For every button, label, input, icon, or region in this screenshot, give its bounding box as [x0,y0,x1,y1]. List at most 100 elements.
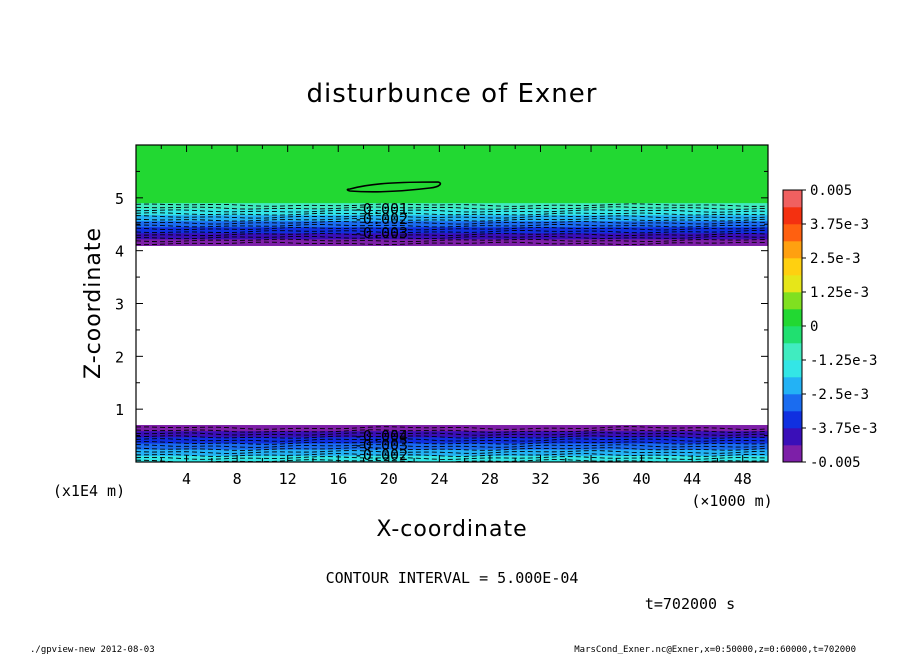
y-tick-label: 1 [115,401,124,419]
contour-line [136,212,768,216]
x-tick-label: 48 [734,470,752,488]
x-tick-label: 28 [481,470,499,488]
contour-label: -0.004 [354,427,408,445]
colorbar-label: 3.75e-3 [810,217,869,233]
colorbar-swatch [783,360,802,378]
contour-line [136,229,768,234]
footer-left: ./gpview-new 2012-08-03 [30,645,155,654]
contour-line [136,444,768,448]
band-strip-upper [136,209,768,216]
closed-contour-line [346,181,442,193]
x-tick-label: 4 [182,470,191,488]
band-strip-upper [136,227,768,234]
contour-line [136,221,768,225]
colorbar-swatch [783,258,802,276]
contour-line [136,235,768,240]
band-strip-upper [136,203,768,210]
x-tick-label: 8 [233,470,242,488]
colorbar-swatch [783,394,802,412]
contour-interval-label: CONTOUR INTERVAL = 5.000E-04 [326,569,579,587]
band-strip-upper [136,239,768,246]
colorbar-labels: 0.005 3.75e-3 2.5e-3 1.25e-3 0 -1.25e-3 -2.5e-… [802,183,877,471]
y-axis-ticks: 1 2 3 4 5 [115,170,768,437]
y-axis-unit: (x1E4 m) [53,482,125,500]
colorbar-label: -0.005 [810,455,861,471]
colorbar-label: 0 [810,319,818,335]
x-tick-label: 44 [683,470,701,488]
band-strip-upper [136,221,768,228]
footer-right: MarsCond_Exner.nc@Exner,x=0:50000,z=0:60… [574,645,856,654]
colorbar-swatch [783,309,802,327]
contour-line [136,438,768,442]
contour-line [136,453,768,457]
band-strip-upper [136,233,768,240]
contour-label: -0.002 [354,446,408,464]
contour-label: -0.002 [354,210,408,228]
x-axis-ticks: 4 8 12 16 20 24 28 32 36 40 44 48 [160,145,752,488]
contour-line [136,232,768,237]
contour-line [136,241,768,246]
contour-line [136,432,768,436]
contour-line [136,218,768,222]
x-axis-label: X-coordinate [376,517,527,542]
x-tick-label: 40 [633,470,651,488]
contour-label: -0.003 [354,224,408,242]
colorbar-swatch [783,428,802,446]
contour-line [136,447,768,451]
y-tick-label: 4 [115,243,124,261]
y-tick-label: 5 [115,190,124,208]
x-tick-label: 36 [582,470,600,488]
colorbar-swatch [783,207,802,225]
band-strip-lower [136,443,768,451]
x-tick-label: 32 [531,470,549,488]
contour-label: -0.001 [354,200,408,218]
colorbar-label: -1.25e-3 [810,353,877,369]
colorbar-swatch [783,326,802,344]
x-tick-label: 12 [279,470,297,488]
colorbar-swatch [783,292,802,310]
contour-line [136,435,768,439]
contour-line [136,215,768,219]
contour-line [136,450,768,454]
contour-labels-lower: -0.004 -0.003 -0.002 [354,427,408,464]
colorbar-swatch [783,190,802,208]
x-tick-label: 20 [380,470,398,488]
contour-line [136,209,768,213]
band-strip-upper [136,215,768,222]
colorbar-swatch [783,224,802,242]
contour-label: -0.003 [354,436,408,454]
colorbar-label: -2.5e-3 [810,387,869,403]
colorbar-label: 0.005 [810,183,852,199]
x-tick-label: 24 [430,470,448,488]
colorbar-swatch [783,241,802,259]
x-axis-unit: (×1000 m) [691,492,772,510]
y-tick-label: 2 [115,348,124,366]
colorbar-label: -3.75e-3 [810,421,877,437]
colorbar [782,189,803,463]
colorbar-swatch [783,377,802,395]
contour-line [136,203,768,207]
colorbar-swatch [783,445,802,463]
colorbar-swatch [783,275,802,293]
y-tick-label: 3 [115,296,124,314]
contour-lines [136,203,768,462]
y-axis-label: Z-coordinate [81,227,106,379]
colorbar-label: 1.25e-3 [810,285,869,301]
x-tick-label: 16 [329,470,347,488]
contour-line [136,426,768,430]
contour-line [136,238,768,243]
time-label: t=702000 s [645,595,735,613]
contour-line [136,441,768,445]
band-strip-lower [136,425,768,432]
colorbar-label: 2.5e-3 [810,251,861,267]
colorbar-swatch [783,411,802,429]
contour-line [136,206,768,210]
contour-line [136,429,768,433]
contour-line [136,223,768,228]
colorbar-swatch [783,343,802,361]
contour-line [136,456,768,460]
contour-line [136,226,768,231]
band-zero-region [136,145,768,205]
chart-title: disturbunce of Exner [307,79,598,109]
